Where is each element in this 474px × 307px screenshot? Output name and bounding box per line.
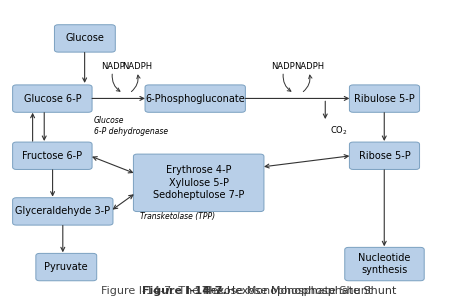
Text: NADPH: NADPH bbox=[122, 62, 152, 71]
Text: Nucleotide
synthesis: Nucleotide synthesis bbox=[358, 253, 410, 275]
FancyBboxPatch shape bbox=[345, 247, 424, 281]
Text: The Hexose Monophosphate Shunt: The Hexose Monophosphate Shunt bbox=[199, 286, 396, 297]
Text: 6-Phosphogluconate: 6-Phosphogluconate bbox=[146, 94, 245, 103]
Text: Glucose
6-P dehydrogenase: Glucose 6-P dehydrogenase bbox=[94, 116, 168, 136]
FancyBboxPatch shape bbox=[145, 85, 246, 112]
FancyBboxPatch shape bbox=[349, 85, 419, 112]
Text: Glucose 6-P: Glucose 6-P bbox=[24, 94, 81, 103]
Text: Glyceraldehyde 3-P: Glyceraldehyde 3-P bbox=[15, 206, 110, 216]
FancyBboxPatch shape bbox=[13, 85, 92, 112]
Text: Figure I-14-7.: Figure I-14-7. bbox=[142, 286, 227, 297]
FancyBboxPatch shape bbox=[13, 142, 92, 169]
Text: Ribulose 5-P: Ribulose 5-P bbox=[354, 94, 415, 103]
Text: NADP: NADP bbox=[100, 62, 124, 71]
FancyBboxPatch shape bbox=[36, 253, 97, 281]
Text: Figure I-14-7. The Hexose Monophosphate Shunt: Figure I-14-7. The Hexose Monophosphate … bbox=[101, 286, 373, 297]
FancyBboxPatch shape bbox=[13, 198, 113, 225]
Text: NADP: NADP bbox=[272, 62, 295, 71]
Text: CO$_2$: CO$_2$ bbox=[330, 125, 347, 138]
Text: Glucose: Glucose bbox=[65, 33, 104, 43]
Text: Figure I-14-7. The Hexose Monophosphate Shunt: Figure I-14-7. The Hexose Monophosphate … bbox=[101, 286, 373, 297]
Text: Ribose 5-P: Ribose 5-P bbox=[359, 151, 410, 161]
FancyBboxPatch shape bbox=[133, 154, 264, 212]
Text: Fructose 6-P: Fructose 6-P bbox=[22, 151, 82, 161]
Text: Erythrose 4-P
Xylulose 5-P
Sedoheptulose 7-P: Erythrose 4-P Xylulose 5-P Sedoheptulose… bbox=[153, 165, 245, 200]
FancyBboxPatch shape bbox=[349, 142, 419, 169]
Text: Pyruvate: Pyruvate bbox=[45, 262, 88, 272]
Text: Transketolase (TPP): Transketolase (TPP) bbox=[140, 212, 216, 221]
Text: NADPH: NADPH bbox=[294, 62, 324, 71]
FancyBboxPatch shape bbox=[55, 25, 115, 52]
